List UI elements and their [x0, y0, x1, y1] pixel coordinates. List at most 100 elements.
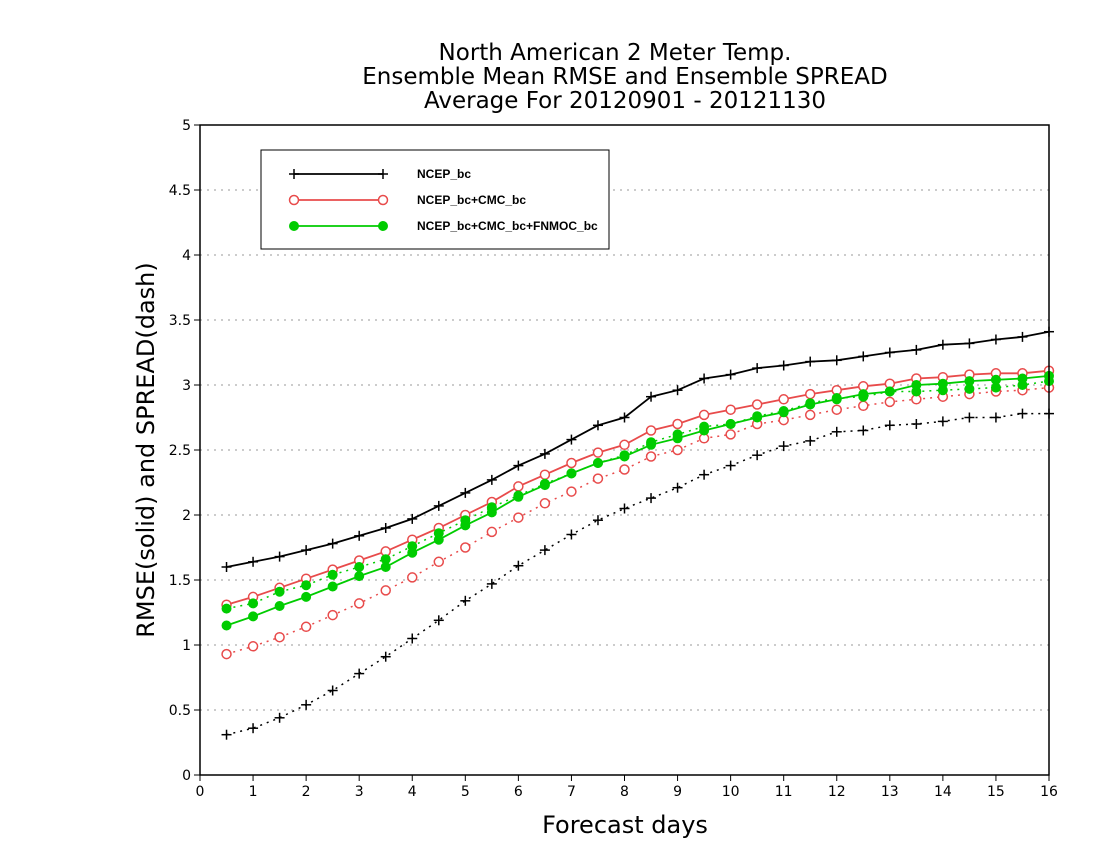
- rmse-point: [1017, 331, 1028, 342]
- rmse-point: [539, 448, 550, 459]
- x-tick-label: 14: [934, 784, 952, 800]
- spread-point: [327, 685, 338, 696]
- rmse-point: [592, 420, 603, 431]
- rmse-point: [858, 389, 869, 400]
- spread-point: [937, 416, 948, 427]
- spread-point: [592, 473, 604, 484]
- legend-label: NCEP_bc+CMC_bc: [417, 193, 526, 207]
- legend-marker: [377, 194, 389, 206]
- rmse-point: [407, 547, 418, 558]
- spread-point: [248, 723, 259, 734]
- legend: NCEP_bc NCEP_bc+CMC_bc NCEP_bc+CMC_bc+FNMO…: [260, 149, 610, 250]
- y-tick-label: 0: [182, 768, 191, 784]
- spread-point: [831, 404, 842, 415]
- rmse-point: [937, 378, 948, 389]
- legend-marker: [289, 169, 299, 179]
- rmse-point: [327, 581, 338, 592]
- rmse-point: [301, 545, 312, 556]
- rmse-point: [911, 380, 922, 390]
- rmse-point: [619, 439, 630, 451]
- legend-label: NCEP_bc+CMC_bc+FNMOC_bc: [417, 219, 598, 233]
- rmse-point: [645, 425, 657, 436]
- rmse-point: [858, 351, 869, 362]
- rmse-point: [513, 460, 524, 471]
- rmse-point: [672, 385, 683, 396]
- rmse-point: [699, 425, 710, 436]
- x-tick-label: 13: [881, 784, 899, 800]
- spread-point: [407, 572, 418, 583]
- rmse-point: [725, 419, 736, 429]
- spread-point: [248, 598, 259, 609]
- rmse-point: [221, 562, 232, 572]
- spread-point: [274, 631, 285, 643]
- rmse-point: [646, 439, 657, 450]
- x-tick-label: 10: [722, 784, 740, 800]
- spread-point: [619, 503, 630, 514]
- rmse-point: [566, 468, 577, 479]
- legend-label: NCEP_bc: [417, 167, 471, 181]
- spread-point: [752, 450, 763, 461]
- spread-point: [247, 641, 259, 652]
- spread-point: [804, 409, 816, 421]
- y-axis-label: RMSE(solid) and SPREAD(dash): [132, 262, 160, 638]
- y-tick-label: 4: [182, 248, 191, 264]
- rmse-point: [805, 399, 816, 410]
- rmse-point: [778, 394, 789, 405]
- rmse-point: [460, 520, 471, 531]
- rmse-point: [1017, 373, 1028, 384]
- legend-marker: [378, 169, 388, 179]
- x-tick-label: 4: [408, 784, 417, 800]
- spread-point: [884, 420, 895, 431]
- spread-point: [460, 542, 471, 553]
- spread-point: [221, 729, 232, 740]
- spread-line: [226, 412, 1049, 736]
- rmse-point: [778, 360, 789, 371]
- x-tick-label: 3: [355, 784, 364, 800]
- y-tick-label: 1.5: [169, 573, 191, 589]
- rmse-point: [805, 356, 816, 367]
- rmse-point: [990, 334, 1001, 345]
- x-axis-label: Forecast days: [542, 811, 708, 839]
- spread-point: [619, 464, 630, 475]
- rmse-point: [699, 373, 710, 384]
- spread-point: [380, 585, 391, 596]
- y-tick-label: 3: [182, 378, 191, 394]
- y-tick-label: 5: [182, 118, 191, 134]
- spread-point: [858, 400, 869, 412]
- spread-point: [646, 493, 657, 504]
- y-tick-label: 1: [182, 638, 191, 654]
- y-axis: 0 0.5 1 1.5 2 2.5 3 3.5 4 4.5 5: [169, 118, 200, 784]
- rmse-point: [646, 391, 657, 402]
- series-1: [221, 365, 1055, 660]
- rmse-point: [248, 611, 259, 622]
- rmse-point: [301, 591, 312, 602]
- spread-point: [990, 412, 1001, 423]
- x-tick-label: 15: [987, 784, 1005, 800]
- rmse-point: [274, 551, 285, 562]
- x-tick-label: 11: [775, 784, 793, 800]
- rmse-point: [248, 556, 259, 567]
- rmse-point: [672, 433, 683, 444]
- spread-point: [566, 529, 577, 540]
- legend-marker: [288, 194, 300, 206]
- rmse-point: [672, 418, 683, 430]
- spread-point: [274, 712, 285, 723]
- spread-point: [486, 526, 498, 538]
- rmse-point: [964, 376, 975, 387]
- spread-point: [486, 578, 497, 589]
- rmse-line: [226, 369, 1050, 606]
- spread-point: [221, 603, 232, 614]
- rmse-point: [380, 562, 391, 572]
- series-layer: [221, 326, 1055, 740]
- spread-point: [539, 498, 551, 509]
- rmse-point: [407, 513, 418, 524]
- spread-point: [354, 562, 365, 572]
- spread-point: [407, 633, 418, 644]
- title-line-1: North American 2 Meter Temp.: [439, 40, 792, 66]
- rmse-point: [354, 571, 365, 582]
- spread-point: [778, 441, 789, 452]
- rmse-point: [619, 451, 630, 462]
- spread-point: [699, 469, 710, 480]
- rmse-point: [539, 480, 550, 491]
- y-tick-label: 4.5: [169, 183, 191, 199]
